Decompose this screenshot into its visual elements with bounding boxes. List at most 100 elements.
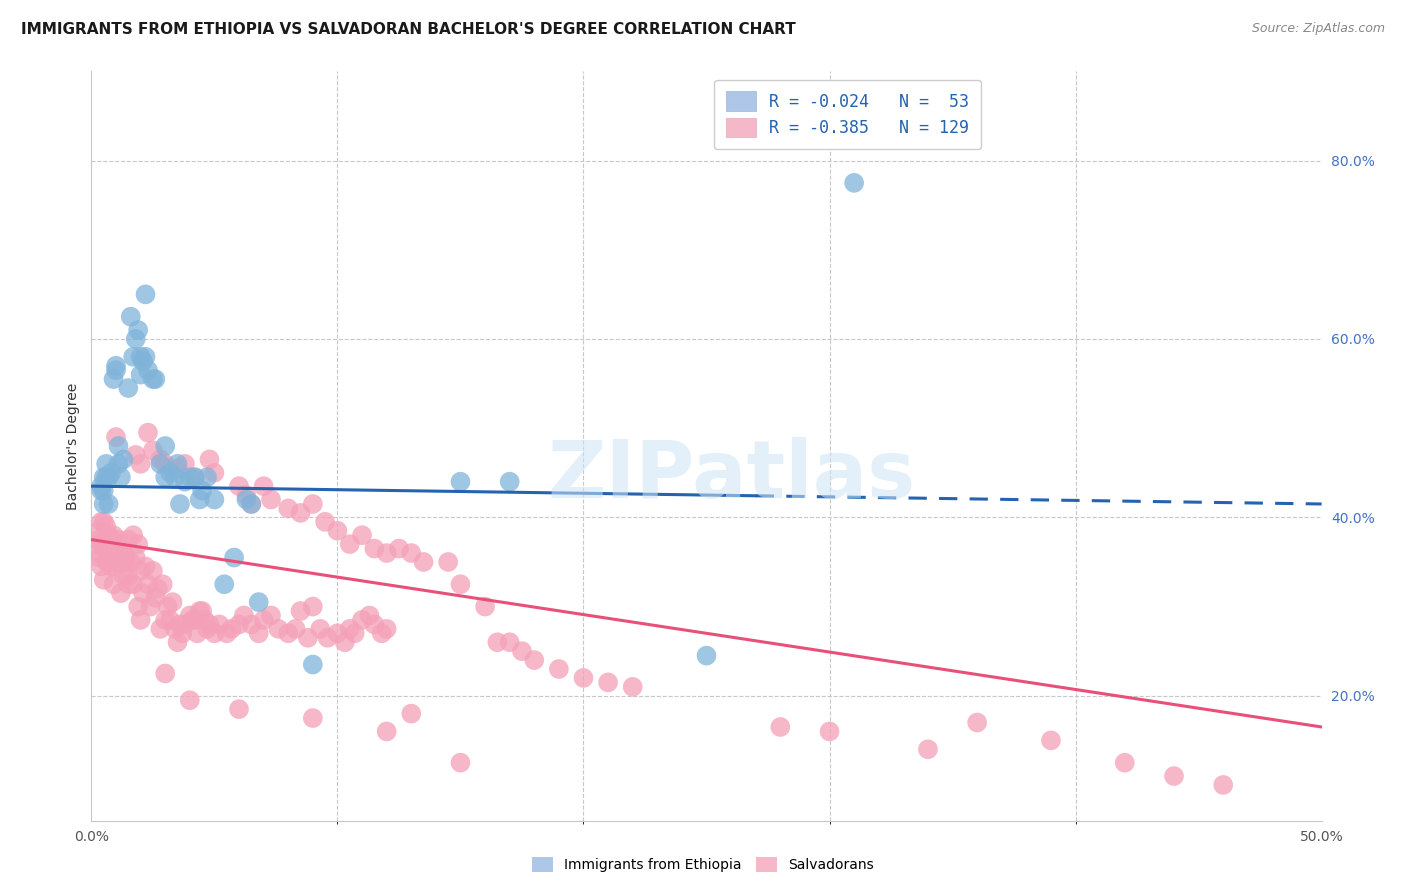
Point <box>191 483 214 498</box>
Point <box>127 323 149 337</box>
Point <box>1212 778 1234 792</box>
Point <box>297 631 319 645</box>
Point <box>449 756 471 770</box>
Point <box>149 452 172 467</box>
Point <box>179 693 201 707</box>
Point <box>107 439 129 453</box>
Point <box>142 372 165 386</box>
Point <box>132 354 155 368</box>
Point <box>136 577 159 591</box>
Point <box>343 626 366 640</box>
Point <box>87 550 110 565</box>
Point <box>103 372 125 386</box>
Point <box>474 599 496 614</box>
Point <box>301 497 323 511</box>
Point <box>153 439 177 453</box>
Point <box>105 359 127 373</box>
Point <box>352 613 374 627</box>
Point <box>228 479 250 493</box>
Point <box>510 644 533 658</box>
Point <box>149 622 172 636</box>
Point <box>370 626 392 640</box>
Point <box>156 599 179 614</box>
Point <box>290 604 312 618</box>
Point <box>596 675 619 690</box>
Point <box>301 599 323 614</box>
Point <box>105 559 127 574</box>
Point <box>107 457 129 471</box>
Point <box>1163 769 1185 783</box>
Text: Source: ZipAtlas.com: Source: ZipAtlas.com <box>1251 22 1385 36</box>
Point <box>96 457 117 471</box>
Point <box>117 568 139 582</box>
Point <box>166 635 188 649</box>
Point <box>202 626 225 640</box>
Point <box>695 648 717 663</box>
Point <box>208 617 231 632</box>
Point <box>166 461 188 475</box>
Point <box>110 550 132 565</box>
Point <box>162 595 184 609</box>
Point <box>202 466 225 480</box>
Point <box>153 666 177 681</box>
Point <box>163 622 186 636</box>
Point <box>103 577 125 591</box>
Point <box>179 470 201 484</box>
Point <box>97 497 120 511</box>
Point <box>375 622 398 636</box>
Point <box>284 622 307 636</box>
Point <box>547 662 569 676</box>
Point <box>240 497 263 511</box>
Point <box>198 452 221 467</box>
Legend: Immigrants from Ethiopia, Salvadorans: Immigrants from Ethiopia, Salvadorans <box>524 849 882 880</box>
Point <box>87 533 110 547</box>
Point <box>498 635 520 649</box>
Point <box>818 724 841 739</box>
Point <box>183 613 207 627</box>
Point <box>142 564 165 578</box>
Point <box>842 176 865 190</box>
Point <box>267 622 290 636</box>
Point <box>120 310 142 324</box>
Point <box>917 742 939 756</box>
Point <box>93 483 115 498</box>
Point <box>235 488 257 502</box>
Point <box>159 613 181 627</box>
Point <box>222 550 246 565</box>
Point <box>96 555 117 569</box>
Point <box>146 582 169 596</box>
Point <box>122 528 145 542</box>
Point <box>412 555 434 569</box>
Point <box>93 573 115 587</box>
Point <box>90 479 112 493</box>
Point <box>228 702 250 716</box>
Point <box>93 541 115 556</box>
Point <box>135 559 156 574</box>
Point <box>240 497 263 511</box>
Point <box>129 368 152 382</box>
Point <box>277 501 299 516</box>
Point <box>105 363 127 377</box>
Point <box>107 533 129 547</box>
Point <box>277 626 299 640</box>
Point <box>112 555 135 569</box>
Point <box>142 443 165 458</box>
Point <box>166 457 188 471</box>
Point <box>100 533 122 547</box>
Point <box>110 470 132 484</box>
Point <box>117 533 139 547</box>
Point <box>129 457 152 471</box>
Point <box>174 617 197 632</box>
Point <box>301 657 323 672</box>
Point <box>188 492 211 507</box>
Y-axis label: Bachelor's Degree: Bachelor's Degree <box>66 383 80 509</box>
Point <box>339 622 361 636</box>
Point <box>1039 733 1063 747</box>
Point <box>124 332 146 346</box>
Point <box>105 430 127 444</box>
Point <box>186 626 208 640</box>
Point <box>96 537 117 551</box>
Text: ZIPatlas: ZIPatlas <box>547 437 915 515</box>
Point <box>314 515 336 529</box>
Point <box>136 425 159 440</box>
